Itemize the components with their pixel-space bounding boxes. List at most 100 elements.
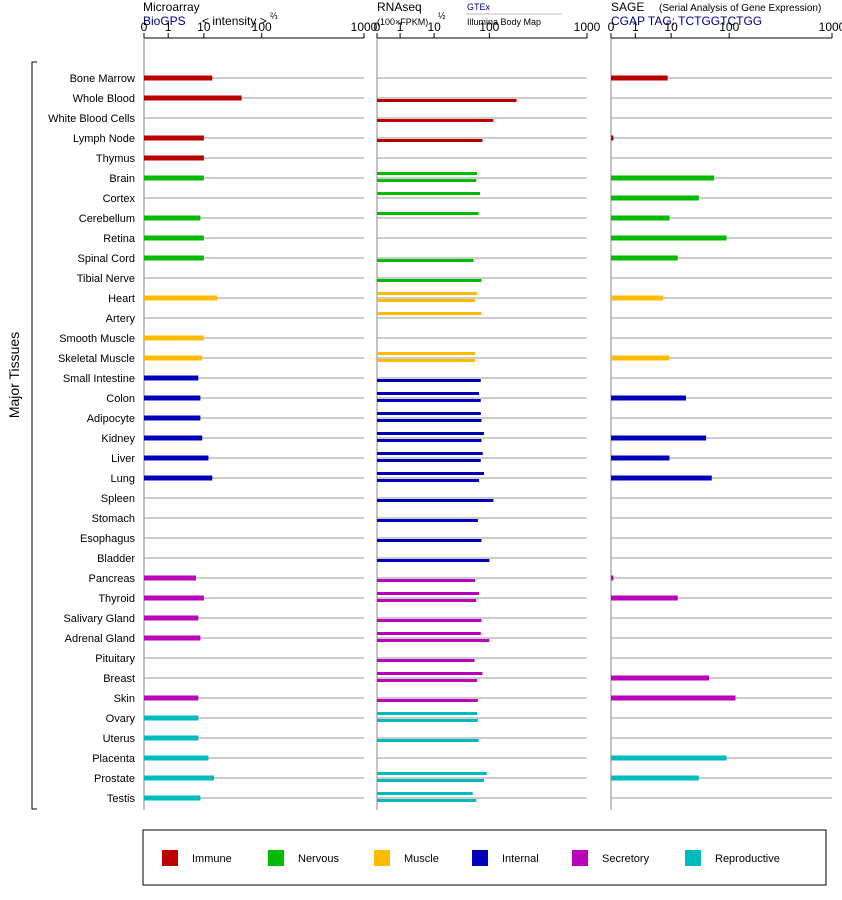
tissue-label: Heart xyxy=(108,293,135,305)
tissue-label: White Blood Cells xyxy=(48,113,135,125)
microarray-bar xyxy=(144,795,201,801)
illumina-bar xyxy=(377,639,490,642)
tissue-label: Tibial Nerve xyxy=(77,273,135,285)
microarray-bar xyxy=(144,95,242,101)
illumina-bar xyxy=(377,519,478,522)
microarray-unit: < intensity > xyxy=(202,14,267,28)
rnaseq-exponent: ½ xyxy=(438,11,446,21)
tissue-label: Brain xyxy=(109,173,135,185)
sage-tick-label: 100 xyxy=(719,20,739,34)
sage-bar xyxy=(611,135,614,141)
gtex-bar xyxy=(377,712,478,715)
tissue-label: Adipocyte xyxy=(87,413,135,425)
sage-tick-label: 1 xyxy=(632,20,639,34)
tissue-label: Kidney xyxy=(101,433,135,445)
illumina-source-label: Illumina Body Map xyxy=(467,17,541,27)
tissue-label: Pancreas xyxy=(89,573,136,585)
sage-description: (Serial Analysis of Gene Expression) xyxy=(659,3,821,14)
tissue-label: Skin xyxy=(114,693,135,705)
microarray-bar xyxy=(144,375,199,381)
microarray-bar xyxy=(144,235,204,241)
sage-tick-label: 10 xyxy=(664,20,678,34)
illumina-bar xyxy=(377,139,483,142)
illumina-bar xyxy=(377,299,476,302)
tissue-label: Thyroid xyxy=(98,593,135,605)
legend-swatch-immune xyxy=(162,850,178,866)
illumina-bar xyxy=(377,539,482,542)
legend-label-secretory: Secretory xyxy=(602,853,650,865)
illumina-bar xyxy=(377,739,479,742)
legend-swatch-secretory xyxy=(572,850,588,866)
bars xyxy=(144,75,736,802)
tissue-label: Uterus xyxy=(103,733,136,745)
legend-label-muscle: Muscle xyxy=(404,853,439,865)
microarray-source-link[interactable]: BioGPS xyxy=(143,14,186,28)
legend-label-internal: Internal xyxy=(502,853,539,865)
illumina-bar xyxy=(377,399,481,402)
microarray-bar xyxy=(144,355,203,361)
sage-bar xyxy=(611,475,712,481)
illumina-bar xyxy=(377,259,474,262)
microarray-bar xyxy=(144,715,199,721)
gtex-bar xyxy=(377,472,484,475)
microarray-bar xyxy=(144,695,199,701)
legend-label-nervous: Nervous xyxy=(298,853,339,865)
illumina-bar xyxy=(377,679,478,682)
rnaseq-unit: (100×FPKM) xyxy=(377,17,428,27)
microarray-bar xyxy=(144,295,218,301)
tissue-label: Bladder xyxy=(97,553,135,565)
gtex-bar xyxy=(377,592,480,595)
tissue-label: Esophagus xyxy=(80,533,136,545)
microarray-bar xyxy=(144,155,204,161)
gtex-bar xyxy=(377,452,483,455)
microarray-bar xyxy=(144,575,196,581)
sage-tick-label: 0 xyxy=(608,20,615,34)
sage-bar xyxy=(611,295,664,301)
microarray-bar xyxy=(144,735,199,741)
tissue-label: Adrenal Gland xyxy=(65,633,135,645)
legend: Immune Nervous Muscle Internal Secretory Repr… xyxy=(142,829,827,886)
rnaseq-tick-label: 10 xyxy=(427,20,441,34)
gtex-source-link[interactable]: GTEx xyxy=(467,2,491,12)
gtex-bar xyxy=(377,172,478,175)
legend-swatch-reproductive xyxy=(685,850,701,866)
microarray-bar xyxy=(144,455,209,461)
tissue-label: Ovary xyxy=(106,713,136,725)
gtex-bar xyxy=(377,312,482,315)
gtex-bar xyxy=(377,672,483,675)
sage-bar xyxy=(611,755,727,761)
axes: 011010010000110100100001101001000 xyxy=(141,20,842,810)
microarray-bar xyxy=(144,635,201,641)
illumina-bar xyxy=(377,559,490,562)
gtex-bar xyxy=(377,352,476,355)
tissue-label: Salivary Gland xyxy=(63,613,135,625)
gtex-bar xyxy=(377,632,481,635)
legend-swatch-nervous xyxy=(268,850,284,866)
y-axis-title: Major Tissues xyxy=(6,332,22,418)
illumina-bar xyxy=(377,699,478,702)
legend-swatch-muscle xyxy=(374,850,390,866)
tissue-label: Smooth Muscle xyxy=(59,333,135,345)
tissue-label: Testis xyxy=(107,793,136,805)
sage-bar xyxy=(611,595,678,601)
rnaseq-tick-label: 100 xyxy=(479,20,499,34)
sage-bar xyxy=(611,575,614,581)
sage-bar xyxy=(611,175,715,181)
illumina-bar xyxy=(377,779,484,782)
gtex-bar xyxy=(377,292,478,295)
gtex-bar xyxy=(377,392,480,395)
rnaseq-tick-label: 1000 xyxy=(574,20,601,34)
sage-tag-link[interactable]: CGAP TAG: TCTGGTCTGG xyxy=(611,14,762,28)
tissue-label: Cerebellum xyxy=(79,213,135,225)
microarray-bar xyxy=(144,75,213,81)
sage-bar xyxy=(611,75,668,81)
sage-bar xyxy=(611,455,670,461)
tissue-label: Placenta xyxy=(92,753,136,765)
illumina-bar xyxy=(377,799,477,802)
tissue-label: Stomach xyxy=(92,513,135,525)
tissue-label: Pituitary xyxy=(95,653,135,665)
illumina-bar xyxy=(377,479,480,482)
tissue-label: Spleen xyxy=(101,493,135,505)
illumina-bar xyxy=(377,379,481,382)
